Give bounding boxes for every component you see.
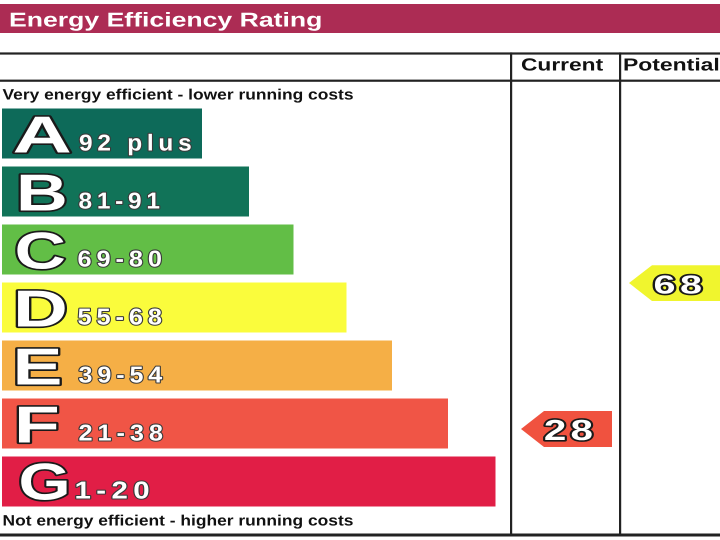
svg-text:C: C: [15, 223, 66, 281]
svg-text:69-80: 69-80: [78, 246, 167, 272]
svg-text:92 plus: 92 plus: [79, 130, 196, 156]
svg-text:1-20: 1-20: [75, 478, 155, 505]
svg-text:Current: Current: [521, 55, 603, 75]
svg-text:D: D: [13, 281, 68, 339]
svg-text:21-38: 21-38: [79, 420, 168, 446]
svg-text:E: E: [13, 339, 63, 397]
svg-text:A: A: [13, 107, 72, 165]
svg-text:55-68: 55-68: [78, 304, 167, 330]
svg-text:81-91: 81-91: [79, 188, 165, 214]
svg-text:Not energy efficient - higher: Not energy efficient - higher running co…: [3, 513, 354, 530]
svg-text:F: F: [14, 397, 60, 455]
svg-text:Very energy efficient - lower: Very energy efficient - lower running co…: [3, 87, 354, 104]
svg-text:G: G: [19, 454, 71, 512]
svg-text:28: 28: [544, 415, 597, 447]
svg-text:B: B: [16, 165, 68, 223]
svg-text:Energy Efficiency Rating: Energy Efficiency Rating: [9, 10, 322, 32]
svg-text:Potential: Potential: [623, 55, 720, 75]
svg-text:39-54: 39-54: [79, 362, 168, 388]
svg-text:68: 68: [653, 270, 706, 300]
